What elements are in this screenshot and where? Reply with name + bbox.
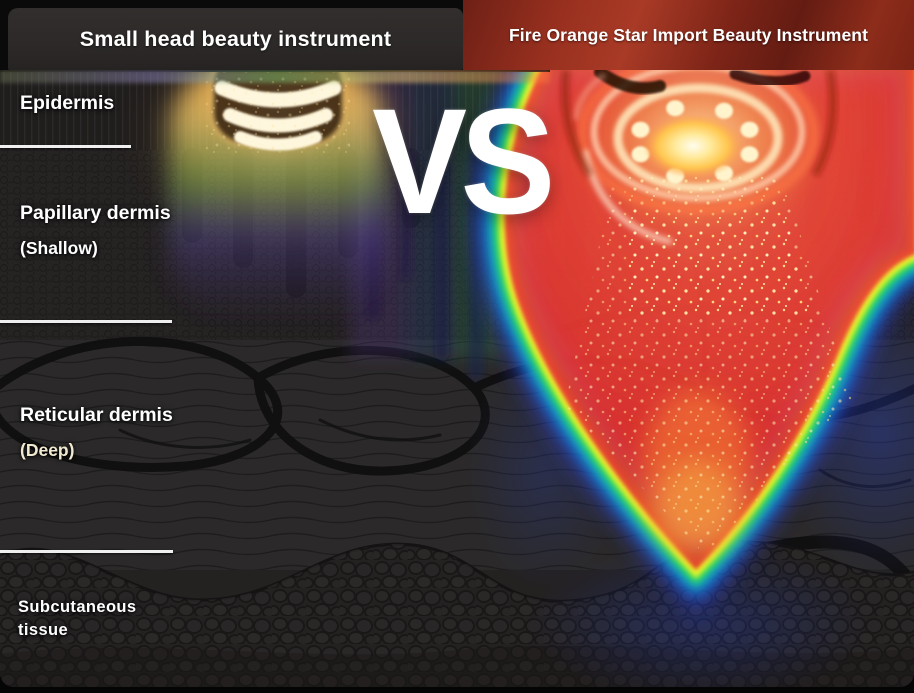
layer-separator-line <box>0 320 172 323</box>
label-reticular-sub: (Deep) <box>20 440 75 460</box>
header-left-product: Small head beauty instrument <box>8 8 463 70</box>
header-left-label: Small head beauty instrument <box>79 26 392 51</box>
header-right-product: Fire Orange Star Import Beauty Instrumen… <box>463 0 914 70</box>
label-reticular-dermis: Reticular dermis <box>20 404 173 426</box>
layer-separator-line <box>0 550 173 553</box>
label-subcutaneous-tissue: Subcutaneous tissue <box>18 598 137 639</box>
versus-text: VS <box>372 77 555 245</box>
label-papillary-sub: (Shallow) <box>20 238 98 258</box>
fire-orange-star-device-head <box>561 45 837 245</box>
header-right-label: Fire Orange Star Import Beauty Instrumen… <box>508 24 869 45</box>
layer-separator-line <box>0 145 131 148</box>
label-epidermis: Epidermis <box>20 92 115 114</box>
label-papillary-dermis: Papillary dermis <box>20 202 171 224</box>
